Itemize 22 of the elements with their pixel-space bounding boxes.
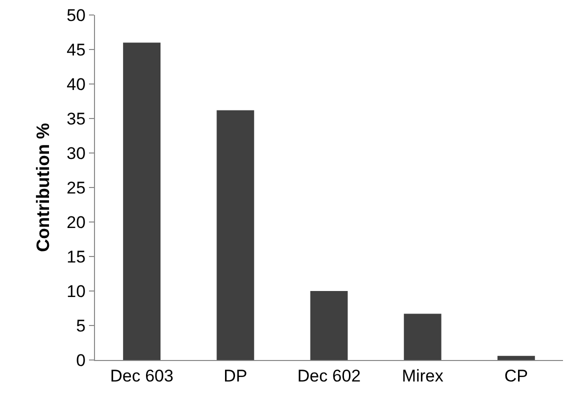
y-tick-label: 50 xyxy=(66,6,86,25)
y-tick-label: 15 xyxy=(66,247,86,266)
x-tick-label: DP xyxy=(224,366,248,386)
bar xyxy=(310,291,348,360)
y-tick-label: 45 xyxy=(66,40,86,60)
bar xyxy=(123,42,161,360)
y-tick-label: 35 xyxy=(66,109,86,128)
y-tick-label: 40 xyxy=(66,74,86,94)
bar xyxy=(497,356,535,360)
y-tick-label: 0 xyxy=(76,350,86,370)
bar xyxy=(404,314,442,360)
y-axis-title: Contribution % xyxy=(32,123,53,252)
x-tick-label: Mirex xyxy=(402,366,444,386)
x-tick-label: Dec 603 xyxy=(110,366,174,386)
y-tick-label: 10 xyxy=(66,282,86,301)
x-tick-label: Dec 602 xyxy=(297,366,361,386)
y-tick-label: 5 xyxy=(76,316,86,336)
x-tick-label: CP xyxy=(504,366,528,386)
bar xyxy=(216,110,254,360)
y-tick-label: 25 xyxy=(66,178,86,198)
y-tick-label: 20 xyxy=(66,212,86,232)
y-tick-label: 30 xyxy=(66,144,86,163)
